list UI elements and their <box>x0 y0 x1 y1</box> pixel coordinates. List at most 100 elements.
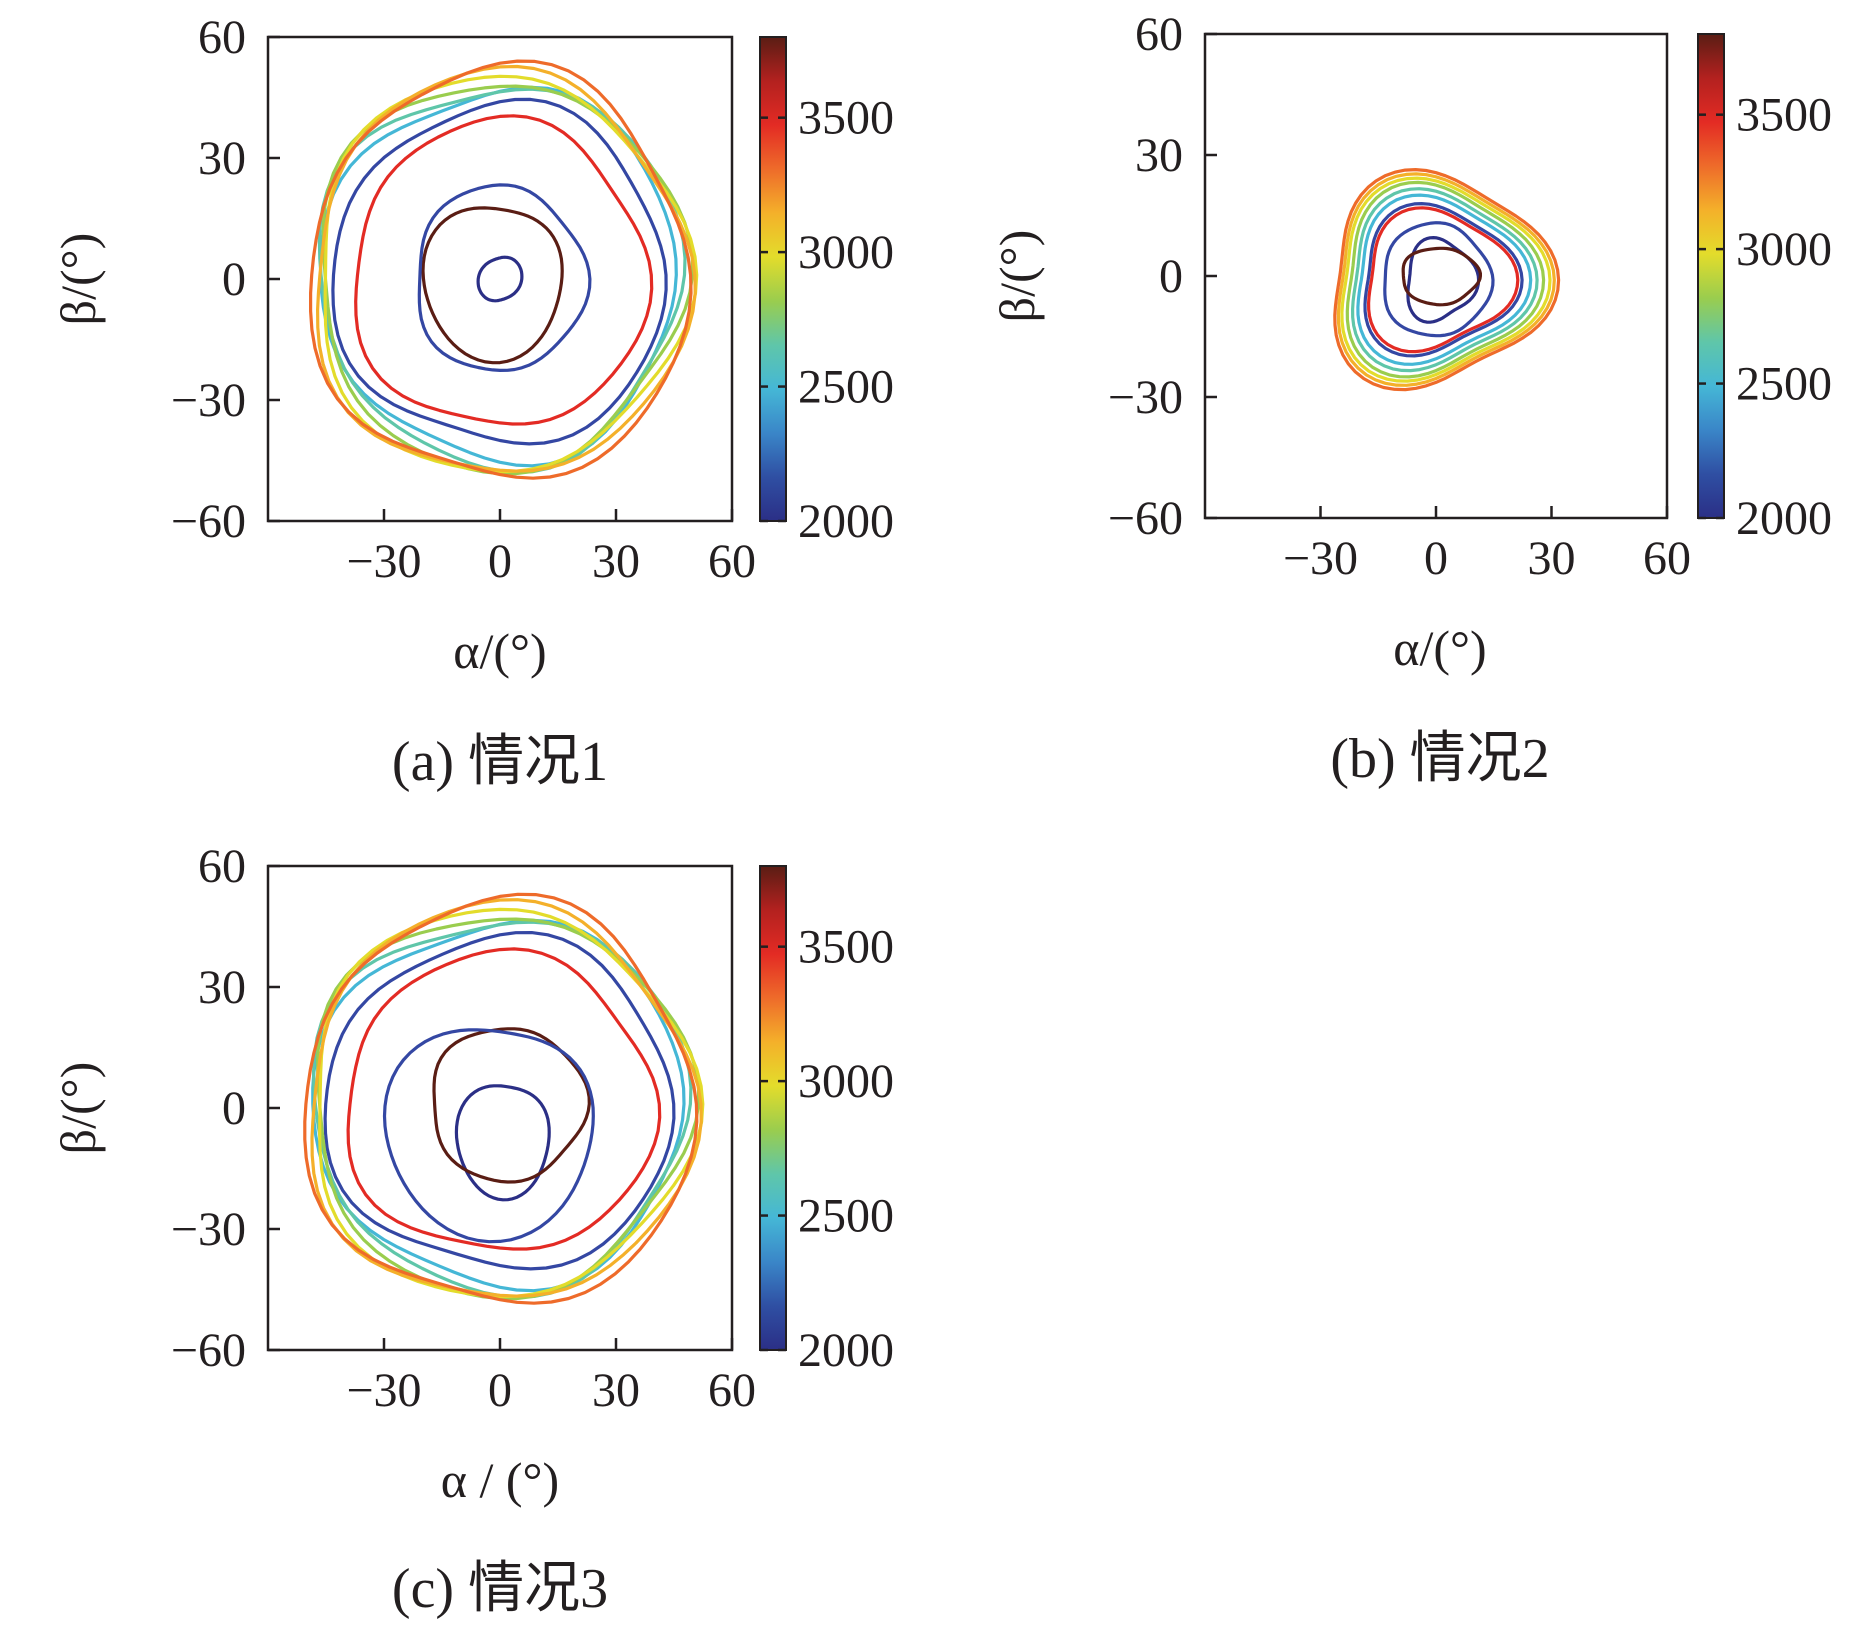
x-tick-label-a-3: 60 <box>708 535 756 588</box>
y-tick-label-c-0: −60 <box>171 1324 246 1377</box>
contours-a <box>308 59 699 480</box>
ticks-c: −30 0 30 60 −60 −30 0 30 60 <box>171 840 756 1417</box>
contour-line-b-8 <box>1340 176 1552 383</box>
caption-c: (c) 情况3 <box>392 1558 608 1620</box>
colorbar-tick-label-c-0: 2000 <box>798 1324 894 1377</box>
panel-c: −30 0 30 60 −60 −30 0 30 60 2000 2500 3000 3500 α /… <box>50 840 894 1620</box>
plot-area-b: −30 0 30 60 −60 −30 0 30 60 <box>1108 8 1691 585</box>
colorbar-c: 2000 2500 3000 3500 <box>759 865 894 1377</box>
plot-area-a: −30 0 30 60 −60 −30 0 30 60 <box>171 11 756 588</box>
axes-frame-a <box>266 35 734 523</box>
x-tick-label-b-0: −30 <box>1283 532 1358 585</box>
y-tick-label-b-1: −30 <box>1108 371 1183 424</box>
contour-line-b-4 <box>1363 202 1524 358</box>
contour-line-a-4 <box>331 97 668 446</box>
contour-line-a-2 <box>417 183 592 372</box>
contour-line-b-2 <box>1383 221 1495 338</box>
colorbar-tick-label-c-2: 3000 <box>798 1055 894 1108</box>
axes-frame-c <box>266 864 734 1352</box>
x-axis-label-a: α/(°) <box>453 623 546 679</box>
ticks-b: −30 0 30 60 −60 −30 0 30 60 <box>1108 8 1691 585</box>
y-tick-label-a-3: 30 <box>198 132 246 185</box>
colorbar-bar-c <box>759 865 787 1351</box>
contour-line-c-3 <box>346 947 662 1251</box>
y-tick-label-b-2: 0 <box>1159 250 1183 303</box>
colorbar-tick-label-c-1: 2500 <box>798 1190 894 1243</box>
contour-line-a-9 <box>315 64 697 473</box>
y-tick-label-b-3: 30 <box>1135 129 1183 182</box>
contour-line-c-4 <box>323 930 676 1271</box>
colorbar-ticks-c: 2000 2500 3000 3500 <box>760 921 894 1377</box>
contour-line-c-2 <box>382 1028 595 1244</box>
y-axis-label-c: β/(°) <box>50 1062 106 1155</box>
contour-line-c-9 <box>310 898 703 1298</box>
axes-frame-b <box>1203 32 1669 520</box>
contour-line-b-10 <box>1333 168 1561 392</box>
contour-line-b-1 <box>1401 246 1482 307</box>
colorbar-tick-label-a-1: 2500 <box>798 361 894 414</box>
x-axis-label-c: α / (°) <box>441 1452 559 1508</box>
colorbar-tick-label-c-3: 3500 <box>798 921 894 974</box>
y-tick-label-a-1: −30 <box>171 374 246 427</box>
colorbar-tick-label-a-2: 3000 <box>798 226 894 279</box>
colorbar-tick-label-a-0: 2000 <box>798 495 894 548</box>
contour-line-b-6 <box>1351 187 1539 373</box>
contour-line-a-3 <box>354 114 654 426</box>
panel-b: −30 0 30 60 −60 −30 0 30 60 2000 2500 3000 3500 α/(… <box>989 8 1832 790</box>
y-tick-label-c-4: 60 <box>198 840 246 893</box>
contour-line-c-10 <box>303 892 699 1305</box>
colorbar-tick-label-b-1: 2500 <box>1736 358 1832 411</box>
colorbar-tick-label-a-3: 3500 <box>798 92 894 145</box>
x-tick-label-c-0: −30 <box>346 1364 421 1417</box>
contour-line-c-1 <box>432 1027 591 1184</box>
x-axis-label-b: α/(°) <box>1393 620 1486 676</box>
y-tick-label-a-0: −60 <box>171 495 246 548</box>
contour-line-c-8 <box>318 907 705 1299</box>
x-tick-label-b-1: 0 <box>1424 532 1448 585</box>
x-tick-label-b-3: 60 <box>1643 532 1691 585</box>
x-tick-label-a-2: 30 <box>592 535 640 588</box>
y-axis-label-b: β/(°) <box>989 230 1045 323</box>
y-tick-label-c-2: 0 <box>222 1082 246 1135</box>
contour-line-b-3 <box>1367 206 1520 354</box>
contour-line-b-0 <box>1406 236 1481 324</box>
contour-line-b-9 <box>1336 172 1556 387</box>
contour-line-b-7 <box>1345 180 1546 379</box>
ticks-a: −30 0 30 60 −60 −30 0 30 60 <box>171 11 756 588</box>
contour-line-b-5 <box>1356 193 1533 366</box>
colorbar-ticks-b: 2000 2500 3000 3500 <box>1698 89 1832 545</box>
y-tick-label-b-0: −60 <box>1108 492 1183 545</box>
colorbar-tick-label-b-2: 3000 <box>1736 223 1832 276</box>
plot-area-c: −30 0 30 60 −60 −30 0 30 60 <box>171 840 756 1417</box>
contour-line-a-10 <box>308 59 693 480</box>
x-tick-label-b-2: 30 <box>1528 532 1576 585</box>
contour-line-a-0 <box>476 255 524 303</box>
colorbar-ticks-a: 2000 2500 3000 3500 <box>760 92 894 548</box>
contour-line-c-0 <box>454 1084 551 1202</box>
contours-b <box>1333 168 1561 392</box>
colorbar-bar-b <box>1697 33 1725 519</box>
colorbar-b: 2000 2500 3000 3500 <box>1697 33 1832 545</box>
contour-line-a-8 <box>323 74 699 474</box>
x-tick-label-a-1: 0 <box>488 535 512 588</box>
contour-line-a-1 <box>421 206 564 365</box>
y-axis-label-a: β/(°) <box>50 233 106 326</box>
caption-a: (a) 情况1 <box>392 731 608 793</box>
y-tick-label-b-4: 60 <box>1135 8 1183 61</box>
y-tick-label-c-1: −30 <box>171 1203 246 1256</box>
y-tick-label-c-3: 30 <box>198 961 246 1014</box>
x-tick-label-c-2: 30 <box>592 1364 640 1417</box>
x-tick-label-c-1: 0 <box>488 1364 512 1417</box>
colorbar-tick-label-b-0: 2000 <box>1736 492 1832 545</box>
y-tick-label-a-4: 60 <box>198 11 246 64</box>
colorbar-tick-label-b-3: 3500 <box>1736 89 1832 142</box>
x-tick-label-a-0: −30 <box>346 535 421 588</box>
caption-b: (b) 情况2 <box>1330 728 1549 790</box>
panel-a: −30 0 30 60 −60 −30 0 30 60 2000 2500 3000 3500 α/(… <box>50 11 894 793</box>
colorbar-bar-a <box>759 36 787 522</box>
y-tick-label-a-2: 0 <box>222 253 246 306</box>
x-tick-label-c-3: 60 <box>708 1364 756 1417</box>
colorbar-a: 2000 2500 3000 3500 <box>759 36 894 548</box>
contours-c <box>303 892 705 1305</box>
